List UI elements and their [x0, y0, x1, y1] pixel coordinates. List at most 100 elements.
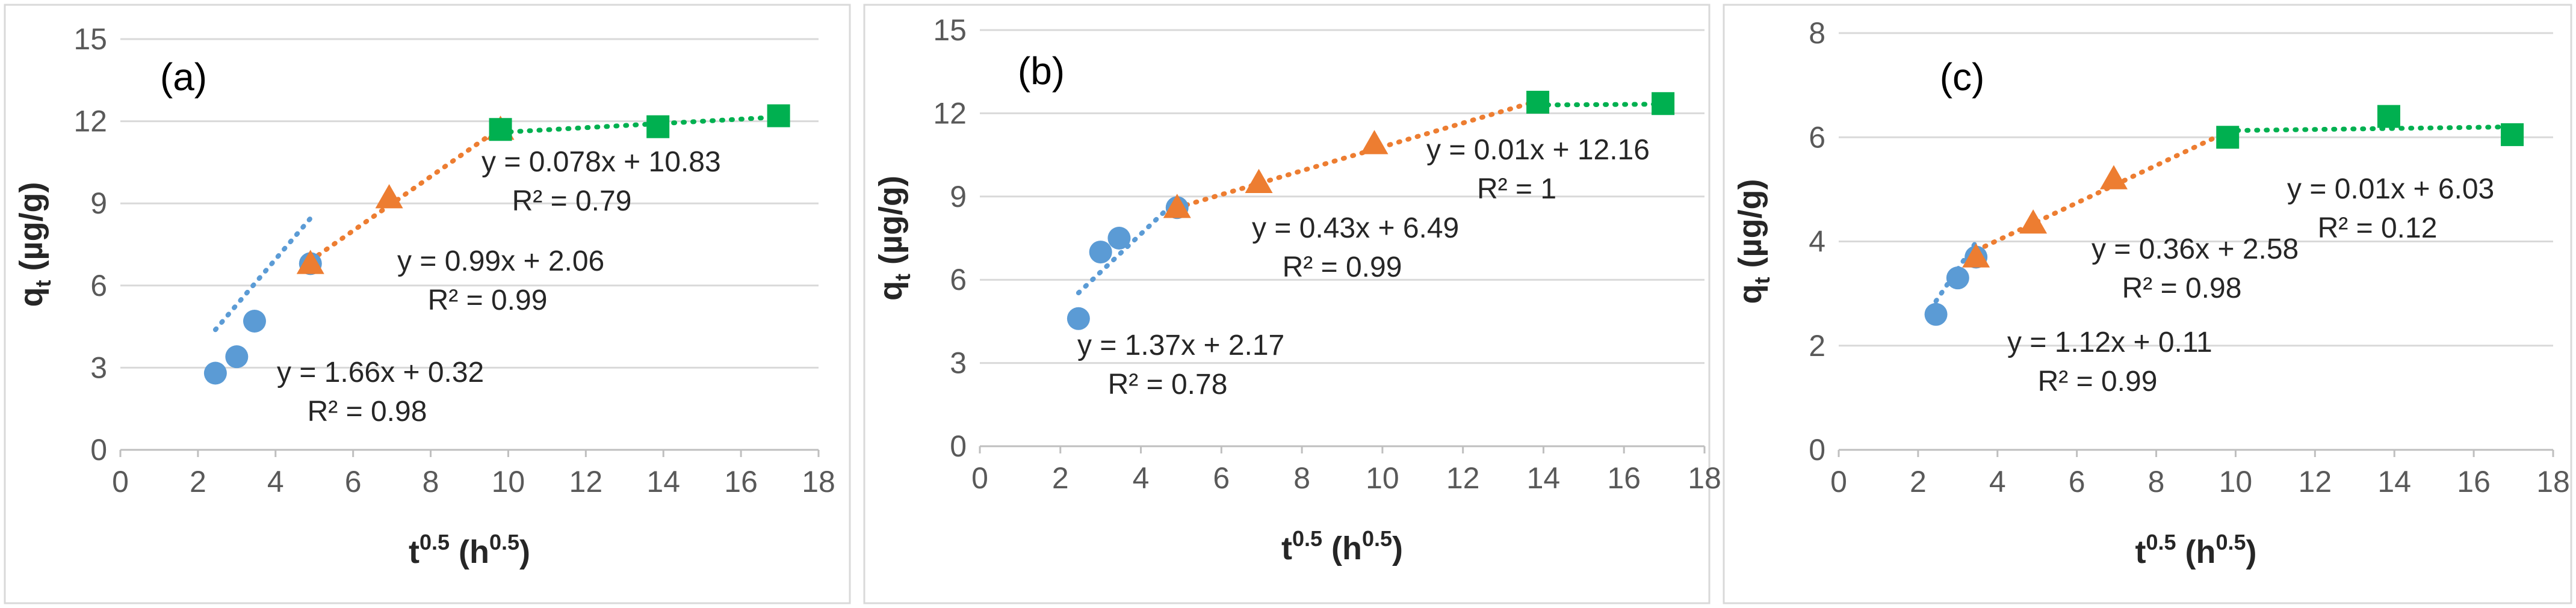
x-axis-title-base: t	[409, 534, 420, 570]
x-tick-label: 18	[1688, 461, 1721, 495]
x-tick-label: 4	[1133, 461, 1150, 495]
y-tick-label: 8	[1809, 16, 1825, 50]
data-point-square	[1652, 92, 1675, 115]
y-axis-title-base: q	[873, 281, 909, 301]
panel-label: (b)	[1018, 49, 1065, 93]
x-tick-label: 16	[2457, 465, 2491, 499]
x-tick-label: 2	[1910, 465, 1927, 499]
y-tick-label: 0	[1809, 433, 1825, 467]
x-axis-title-base: t	[2135, 534, 2146, 570]
x-tick-label: 18	[2536, 465, 2570, 499]
x-axis-title-unit: h	[1342, 530, 1362, 567]
x-axis-title-open: (	[2176, 534, 2196, 570]
data-point-square	[489, 118, 512, 141]
x-axis-title-sup: 0.5	[420, 530, 450, 554]
data-point-triangle	[375, 184, 403, 209]
panel-label: (a)	[160, 55, 207, 99]
regression-equation: y = 0.078x + 10.83	[481, 146, 721, 178]
y-tick-label: 4	[1809, 225, 1825, 259]
x-tick-label: 12	[1446, 461, 1480, 495]
x-axis-title-unit: h	[469, 534, 489, 570]
y-axis-title-unit: (µg/g)	[1732, 179, 1768, 268]
data-point-circle	[1067, 307, 1090, 330]
r-squared-label: R² = 0.79	[512, 185, 632, 217]
r-squared-label: R² = 0.98	[2122, 272, 2242, 304]
y-tick-label: 0	[90, 433, 107, 467]
x-tick-label: 10	[2219, 465, 2253, 499]
x-axis-title-base: t	[1281, 530, 1292, 567]
x-axis-title-unit: h	[2196, 534, 2216, 570]
y-tick-label: 9	[950, 180, 967, 213]
x-tick-label: 0	[971, 461, 988, 495]
data-point-square	[767, 104, 790, 127]
x-tick-label: 6	[2069, 465, 2085, 499]
y-tick-label: 0	[950, 429, 967, 463]
regression-equation: y = 0.01x + 6.03	[2287, 173, 2494, 205]
y-tick-label: 6	[950, 263, 967, 296]
trendline-stage-1	[1076, 197, 1180, 296]
x-axis-title-unit-sup: 0.5	[1362, 526, 1392, 551]
data-point-triangle	[1163, 194, 1191, 218]
y-tick-label: 15	[73, 22, 107, 56]
data-point-circle	[1946, 266, 1969, 290]
data-point-triangle	[2099, 165, 2128, 189]
data-point-square	[1526, 90, 1550, 114]
y-tick-label: 12	[73, 105, 107, 138]
data-point-square	[2501, 123, 2524, 146]
trendline-stage-3	[2225, 124, 2515, 134]
x-axis-title: t0.5 (h0.5)	[409, 530, 530, 570]
data-point-circle	[1924, 302, 1948, 326]
data-point-circle	[243, 309, 266, 333]
x-tick-label: 4	[1989, 465, 2006, 499]
x-tick-label: 8	[423, 465, 439, 499]
data-point-circle	[225, 345, 249, 369]
data-point-triangle	[2019, 209, 2048, 234]
x-axis-title: t0.5 (h0.5)	[1281, 526, 1403, 567]
y-tick-label: 15	[933, 13, 967, 47]
data-point-square	[2377, 105, 2400, 128]
y-tick-label: 3	[950, 346, 967, 380]
r-squared-label: R² = 0.99	[1283, 251, 1402, 283]
data-point-circle	[203, 361, 227, 385]
x-tick-label: 8	[2148, 465, 2165, 499]
panel-frame	[1723, 4, 2572, 604]
y-axis-title-space	[873, 265, 909, 274]
y-tick-label: 3	[90, 351, 107, 384]
regression-equation: y = 1.66x + 0.32	[277, 357, 484, 388]
r-squared-label: R² = 0.99	[428, 284, 548, 316]
x-tick-label: 14	[646, 465, 680, 499]
x-axis-title-open: (	[450, 534, 469, 570]
y-axis-title-base: q	[13, 287, 49, 307]
y-tick-label: 9	[90, 186, 107, 220]
data-point-square	[646, 115, 670, 138]
trendline-stage-3	[498, 114, 781, 135]
x-tick-label: 6	[1213, 461, 1230, 495]
x-tick-label: 16	[1607, 461, 1641, 495]
r-squared-label: R² = 0.12	[2318, 212, 2438, 244]
y-axis-title-unit: (µg/g)	[13, 182, 49, 271]
y-axis-title-sub: t	[1750, 277, 1774, 284]
x-tick-label: 6	[345, 465, 362, 499]
data-point-circle	[1107, 227, 1131, 250]
y-axis-title: qt (µg/g)	[873, 176, 915, 301]
x-axis-title-unit-sup: 0.5	[2216, 530, 2246, 554]
x-axis-title-unit-sup: 0.5	[489, 530, 519, 554]
data-point-circle	[1089, 241, 1112, 264]
x-axis-title-open: (	[1322, 530, 1342, 567]
r-squared-label: R² = 0.99	[2038, 366, 2158, 398]
data-point-triangle	[1245, 168, 1273, 193]
x-tick-label: 18	[802, 465, 835, 499]
x-axis-title-sup: 0.5	[1292, 526, 1322, 551]
x-tick-label: 0	[1830, 465, 1847, 499]
regression-equation: y = 0.36x + 2.58	[2091, 233, 2299, 265]
y-tick-label: 6	[1809, 120, 1825, 154]
x-tick-label: 12	[569, 465, 603, 499]
y-axis-title-space	[13, 271, 49, 280]
data-point-triangle	[1962, 243, 1990, 268]
y-tick-label: 6	[90, 269, 107, 302]
data-point-triangle	[296, 250, 324, 274]
x-tick-label: 2	[190, 465, 206, 499]
